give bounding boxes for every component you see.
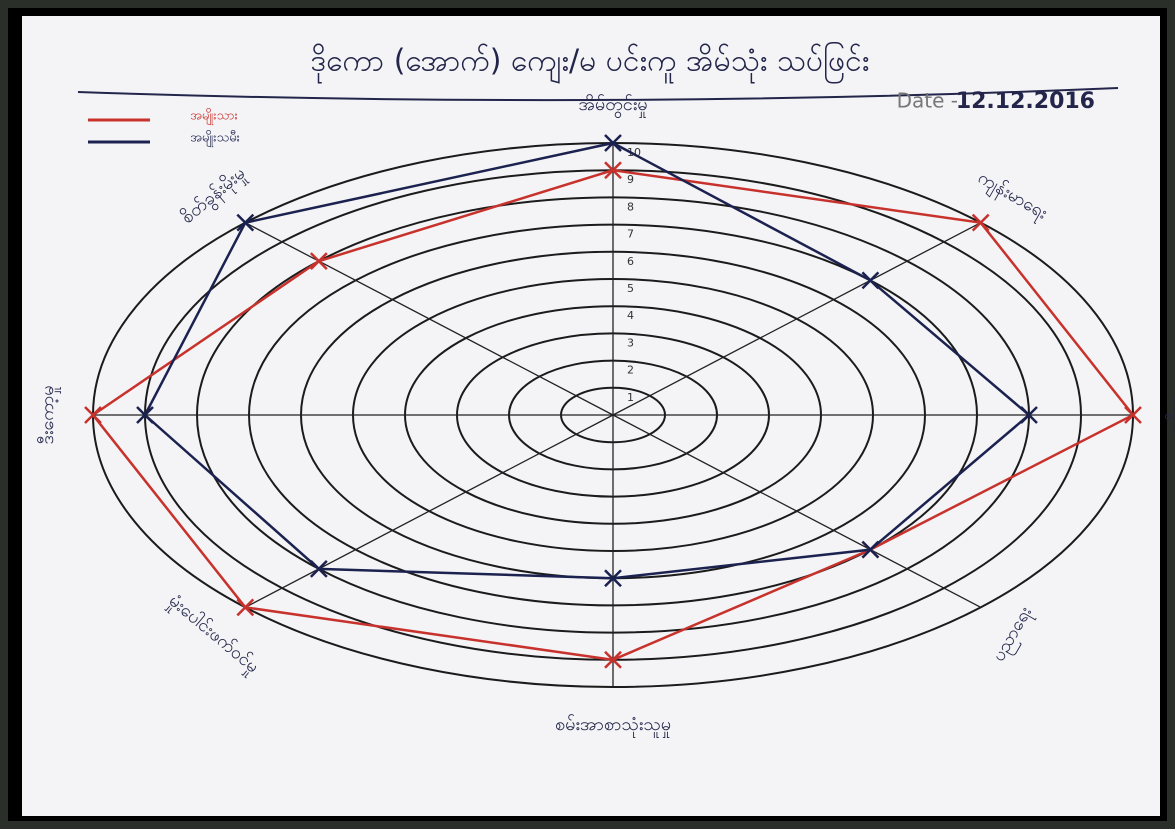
tick-label: 7 [627, 228, 634, 241]
legend-label: အမျိုးသား [190, 108, 238, 126]
tick-label: 3 [627, 336, 634, 349]
tick-label: 8 [627, 200, 634, 213]
chart-title: ဒိုကော (အောက်) ကျေး/မ ပင်းကူ အိမ်သုံး သပ… [311, 42, 870, 85]
date-label: Date - [897, 89, 958, 113]
date: 12.12.2016 [956, 89, 1095, 114]
chart: ဒိုကော (အောက်) ကျေး/မ ပင်းကူ အိမ်သုံး သပ… [0, 0, 1175, 829]
page: {"chart_data": { "type": "radar", "title… [0, 0, 1175, 829]
tick-label: 6 [627, 255, 634, 268]
tick-label: 9 [627, 173, 634, 186]
tick-label: 4 [627, 309, 634, 322]
axis-label: စမ်းအာစာသုံးသူမှု [555, 714, 671, 738]
tick-label: 2 [627, 364, 634, 377]
axis-label: အိမ်တွင်းမှု [578, 94, 647, 118]
tick-label: 5 [627, 282, 634, 295]
tick-label: 1 [627, 391, 634, 404]
axis-label: ဒီးကော့မှု [37, 385, 61, 444]
legend-label: အမျိုးသမီး [190, 130, 240, 148]
